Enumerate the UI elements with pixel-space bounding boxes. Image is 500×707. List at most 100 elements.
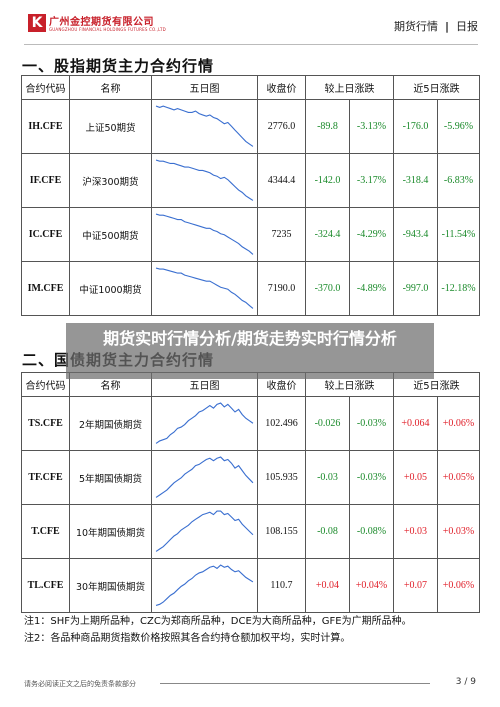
- contract-name: 中证500期货: [69, 207, 152, 262]
- table-row: IM.CFE 中证1000期货 7190.0 -370.0 -4.89% -997.0 -1…: [21, 261, 480, 316]
- trend-line: [155, 213, 254, 256]
- five-day-chart: [151, 558, 258, 613]
- contract-name: 中证1000期货: [69, 261, 152, 316]
- trend-line: [155, 456, 254, 499]
- five-day-change-points: -997.0: [393, 261, 438, 316]
- daily-change-points: -0.026: [305, 396, 350, 451]
- five-day-chart: [151, 99, 258, 154]
- five-day-chart: [151, 450, 258, 505]
- contract-name: 沪深300期货: [69, 153, 152, 208]
- note-2: 注2：各品种商品期货指数价格按照其各合约持仓额加权平均，实时计算。: [24, 633, 351, 644]
- trend-line: [155, 267, 254, 310]
- footer-disclaimer: 请务必阅读正文之后的免责条款部分: [24, 680, 136, 688]
- trend-line: [155, 564, 254, 607]
- contract-name: 2年期国债期货: [69, 396, 152, 451]
- close-price: 110.7: [257, 558, 306, 613]
- daily-change-points: -0.08: [305, 504, 350, 559]
- five-day-change-points: +0.064: [393, 396, 438, 451]
- section1-title: 一、股指期货主力合约行情: [22, 57, 215, 75]
- daily-change-percent: -0.03%: [349, 396, 394, 451]
- five-day-chart: [151, 504, 258, 559]
- table-row: TS.CFE 2年期国债期货 102.496 -0.026 -0.03% +0.064 +0…: [21, 396, 480, 451]
- contract-code: T.CFE: [21, 504, 70, 559]
- five-day-change-percent: +0.06%: [437, 558, 480, 613]
- trend-line: [155, 105, 254, 148]
- contract-code: IC.CFE: [21, 207, 70, 262]
- company-logo-icon: K: [28, 14, 46, 32]
- col-header-chart: 五日图: [151, 75, 258, 100]
- five-day-chart: [151, 207, 258, 262]
- table-row: TF.CFE 5年期国债期货 105.935 -0.03 -0.03% +0.05 +0.0…: [21, 450, 480, 505]
- col-header-close: 收盘价: [257, 75, 306, 100]
- daily-change-percent: -4.29%: [349, 207, 394, 262]
- five-day-change-percent: -5.96%: [437, 99, 480, 154]
- table-row: IF.CFE 沪深300期货 4344.4 -142.0 -3.17% -318.4 -6.…: [21, 153, 480, 208]
- close-price: 108.155: [257, 504, 306, 559]
- footer-divider: [160, 683, 430, 684]
- five-day-change-percent: +0.06%: [437, 396, 480, 451]
- trend-sparkline: [155, 564, 254, 607]
- five-day-change-points: -318.4: [393, 153, 438, 208]
- daily-change-points: -324.4: [305, 207, 350, 262]
- daily-change-percent: -3.17%: [349, 153, 394, 208]
- trend-sparkline: [155, 456, 254, 499]
- five-day-change-percent: -6.83%: [437, 153, 480, 208]
- close-price: 2776.0: [257, 99, 306, 154]
- company-name: 广州金控期货有限公司: [49, 17, 154, 28]
- trend-sparkline: [155, 402, 254, 445]
- stock-index-futures-table: 合约代码 名称 五日图 收盘价 较上日涨跌 近5日涨跌 IH.CFE 上证50期货…: [21, 75, 480, 316]
- contract-code: IM.CFE: [21, 261, 70, 316]
- contract-name: 10年期国债期货: [69, 504, 152, 559]
- daily-change-percent: -0.08%: [349, 504, 394, 559]
- contract-code: IF.CFE: [21, 153, 70, 208]
- close-price: 102.496: [257, 396, 306, 451]
- page-number: 3 / 9: [455, 677, 476, 687]
- report-type-label: 日报: [456, 20, 478, 33]
- col-header-code: 合约代码: [21, 372, 70, 397]
- contract-code: IH.CFE: [21, 99, 70, 154]
- contract-name: 上证50期货: [69, 99, 152, 154]
- category-label: 期货行情: [393, 20, 438, 33]
- contract-name: 5年期国债期货: [69, 450, 152, 505]
- five-day-change-points: -176.0: [393, 99, 438, 154]
- header-separator: |: [444, 20, 449, 33]
- close-price: 105.935: [257, 450, 306, 505]
- contract-code: TF.CFE: [21, 450, 70, 505]
- col-header-code: 合约代码: [21, 75, 70, 100]
- five-day-change-points: -943.4: [393, 207, 438, 262]
- daily-change-percent: +0.04%: [349, 558, 394, 613]
- daily-change-points: -0.03: [305, 450, 350, 505]
- five-day-change-percent: -11.54%: [437, 207, 480, 262]
- page-header: K 广州金控期货有限公司 GUANGZHOU FINANCIAL HOLDING…: [0, 0, 500, 44]
- bond-futures-table: 合约代码 名称 五日图 收盘价 较上日涨跌 近5日涨跌 TS.CFE 2年期国债期…: [21, 372, 480, 613]
- table-row: T.CFE 10年期国债期货 108.155 -0.08 -0.08% +0.03 +0.0…: [21, 504, 480, 559]
- daily-change-points: -370.0: [305, 261, 350, 316]
- header-divider: [24, 44, 478, 45]
- daily-change-percent: -0.03%: [349, 450, 394, 505]
- col-header-name: 名称: [69, 75, 152, 100]
- contract-name: 30年期国债期货: [69, 558, 152, 613]
- five-day-change-points: +0.03: [393, 504, 438, 559]
- five-day-chart: [151, 396, 258, 451]
- contract-code: TL.CFE: [21, 558, 70, 613]
- company-name-en: GUANGZHOU FINANCIAL HOLDINGS FUTURES CO.…: [49, 27, 166, 32]
- five-day-chart: [151, 153, 258, 208]
- daily-change-percent: -4.89%: [349, 261, 394, 316]
- overlay-title-banner: 期货实时行情分析/期货走势实时行情分析: [66, 323, 434, 379]
- col-header-daily-change: 较上日涨跌: [305, 75, 394, 100]
- close-price: 4344.4: [257, 153, 306, 208]
- note-1: 注1：SHF为上期所品种，CZC为郑商所品种，DCE为大商所品种，GFE为广期所…: [24, 616, 412, 627]
- col-header-5day-change: 近5日涨跌: [393, 75, 480, 100]
- trend-line: [155, 510, 254, 553]
- table-row: IC.CFE 中证500期货 7235 -324.4 -4.29% -943.4 -11.5…: [21, 207, 480, 262]
- five-day-change-points: +0.07: [393, 558, 438, 613]
- trend-sparkline: [155, 105, 254, 148]
- trend-sparkline: [155, 213, 254, 256]
- five-day-change-percent: +0.03%: [437, 504, 480, 559]
- five-day-change-points: +0.05: [393, 450, 438, 505]
- trend-line: [155, 159, 254, 202]
- close-price: 7190.0: [257, 261, 306, 316]
- five-day-change-percent: -12.18%: [437, 261, 480, 316]
- daily-change-points: +0.04: [305, 558, 350, 613]
- table-header-row: 合约代码 名称 五日图 收盘价 较上日涨跌 近5日涨跌: [21, 75, 480, 100]
